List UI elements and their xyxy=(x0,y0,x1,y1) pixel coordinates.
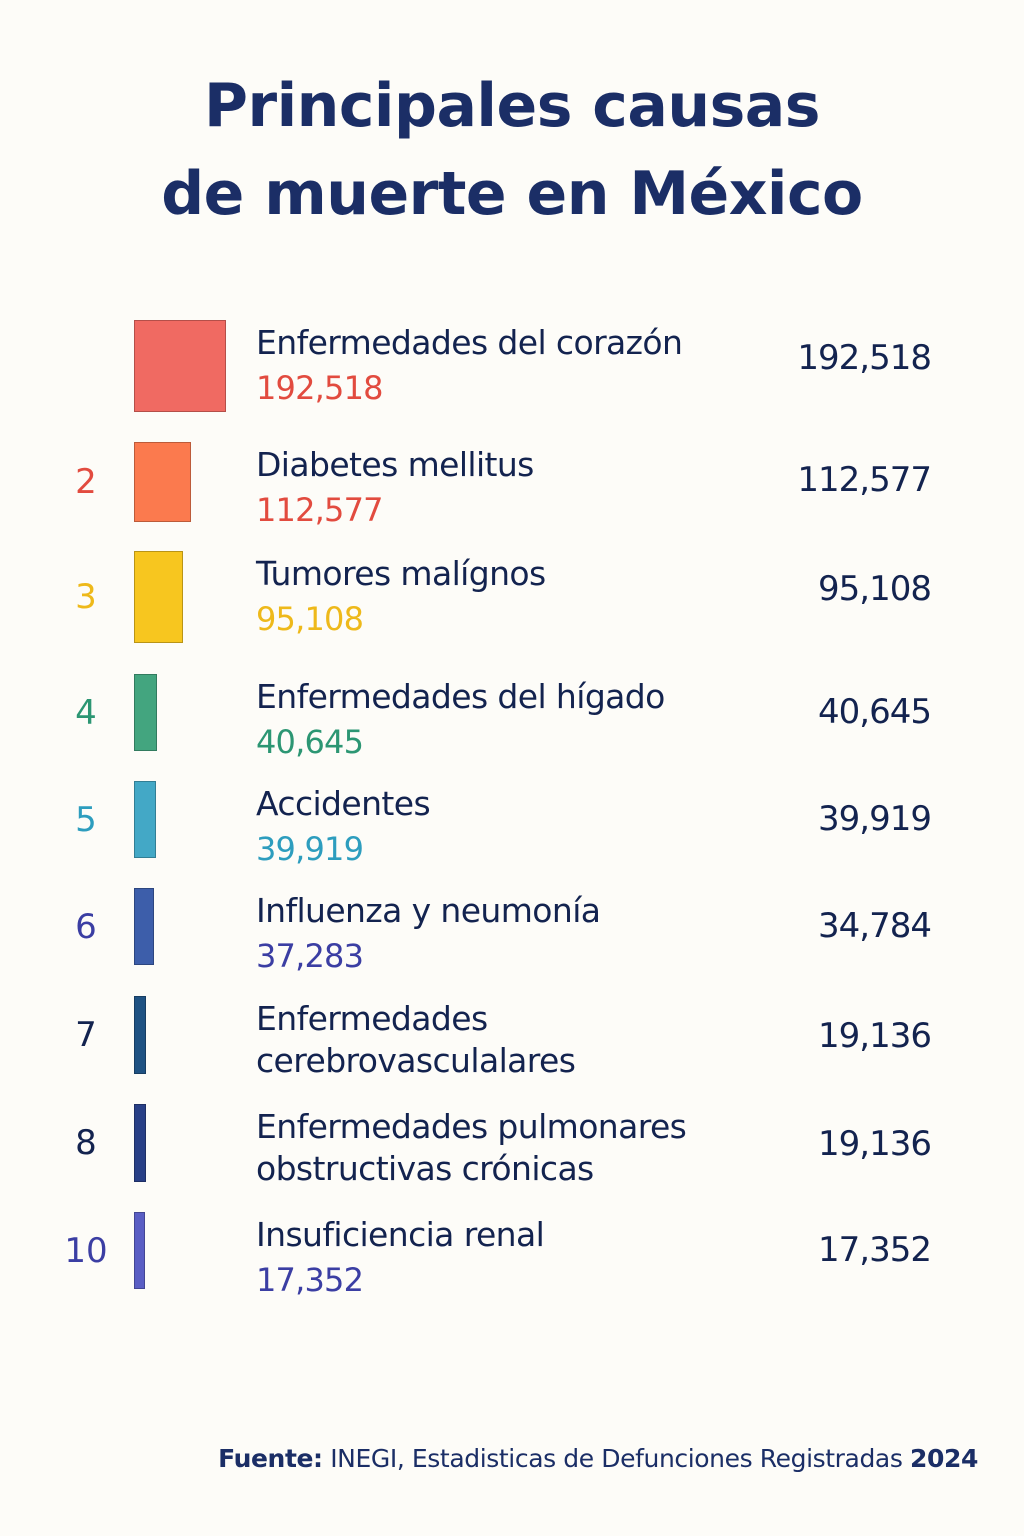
value-bar xyxy=(134,320,226,412)
value-bar xyxy=(134,551,183,643)
cause-label: Tumores malígnos xyxy=(256,554,546,593)
value-bar xyxy=(134,442,191,522)
value-bar xyxy=(134,674,157,751)
cause-label: Enfermedades del hígado xyxy=(256,677,665,716)
rank-number: 10 xyxy=(64,1230,108,1271)
cause-value: 112,577 xyxy=(797,460,932,500)
value-bar xyxy=(134,996,146,1074)
cause-label: Enfermedades pulmonares xyxy=(256,1107,687,1146)
rank-number: 2 xyxy=(75,462,97,502)
rank-number: 3 xyxy=(75,577,97,617)
cause-sub-value: 37,283 xyxy=(256,937,364,975)
cause-label: obstructivas crónicas xyxy=(256,1149,594,1188)
cause-value: 17,352 xyxy=(818,1230,932,1270)
cause-value: 95,108 xyxy=(818,569,932,609)
rank-number: 5 xyxy=(75,799,97,840)
cause-value: 40,645 xyxy=(818,692,932,732)
cause-row: Enfermedades del corazón 192,518 192,518 xyxy=(0,320,1024,420)
cause-sub-value: 192,518 xyxy=(256,369,384,407)
value-bar xyxy=(134,888,154,965)
cause-row: 4 Enfermedades del hígado 40,645 40,645 xyxy=(0,674,1024,774)
rank-number: 4 xyxy=(75,692,97,733)
cause-label: Insuficiencia renal xyxy=(256,1215,545,1254)
rank-number: 8 xyxy=(75,1123,97,1163)
value-bar xyxy=(134,781,156,858)
cause-label: Diabetes mellitus xyxy=(256,445,534,484)
title-line-2: de muerte en México xyxy=(161,159,863,229)
cause-value: 19,136 xyxy=(818,1124,932,1164)
cause-label: Enfermedades del corazón xyxy=(256,323,683,362)
rank-number: 7 xyxy=(75,1015,97,1055)
title-line-1: Principales causas xyxy=(204,71,820,141)
source-year: 2024 xyxy=(910,1444,978,1473)
cause-sub-value: 40,645 xyxy=(256,723,364,761)
value-bar xyxy=(134,1104,146,1182)
cause-label: Influenza y neumonía xyxy=(256,891,601,930)
source-prefix: Fuente: xyxy=(218,1444,323,1473)
cause-row: 5 Accidentes 39,919 39,919 xyxy=(0,781,1024,881)
cause-value: 192,518 xyxy=(797,338,932,378)
source-note: Fuente: INEGI, Estadisticas de Defuncion… xyxy=(0,1442,978,1476)
cause-value: 19,136 xyxy=(818,1016,932,1056)
rank-number: 6 xyxy=(75,906,97,947)
cause-sub-value: 112,577 xyxy=(256,491,384,529)
cause-value: 34,784 xyxy=(818,906,932,946)
cause-row: 2 Diabetes mellitus 112,577 112,577 xyxy=(0,442,1024,542)
cause-row: 8 Enfermedades pulmonares obstructivas cró… xyxy=(0,1104,1024,1204)
value-bar xyxy=(134,1212,145,1289)
cause-sub-value: 95,108 xyxy=(256,600,364,638)
cause-value: 39,919 xyxy=(818,799,932,839)
cause-sub-value: 17,352 xyxy=(256,1261,364,1299)
cause-label: Accidentes xyxy=(256,784,431,823)
cause-label: cerebrovasculalares xyxy=(256,1041,576,1080)
cause-sub-value: 39,919 xyxy=(256,830,364,868)
cause-row: 10 Insuficiencia renal 17,352 17,352 xyxy=(0,1212,1024,1312)
source-text: INEGI, Estadisticas de Defunciones Regis… xyxy=(322,1444,911,1473)
cause-label: Enfermedades xyxy=(256,999,488,1038)
cause-row: 7 Enfermedades cerebrovasculalares 19,136 xyxy=(0,996,1024,1096)
cause-row: 6 Influenza y neumonía 37,283 34,784 xyxy=(0,888,1024,988)
chart-title: Principales causas de muerte en México xyxy=(0,62,1024,238)
cause-row: 3 Tumores malígnos 95,108 95,108 xyxy=(0,551,1024,651)
